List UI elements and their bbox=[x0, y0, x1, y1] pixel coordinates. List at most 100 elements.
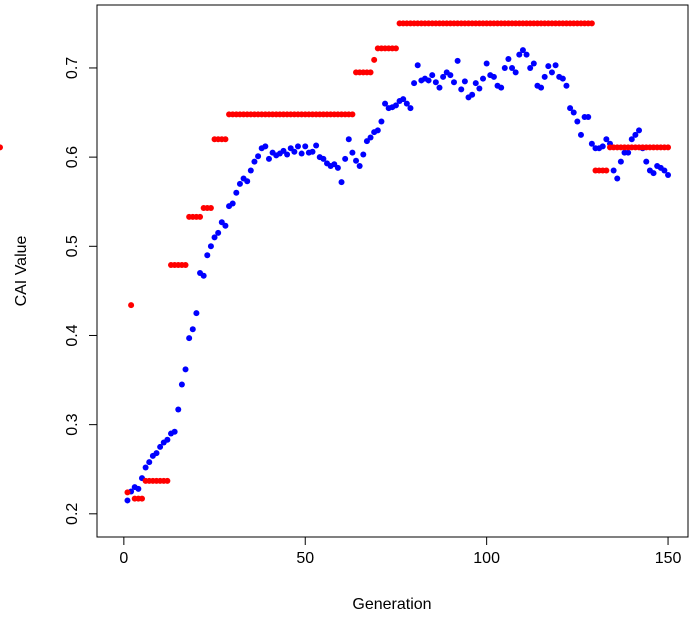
point bbox=[530, 60, 537, 67]
point bbox=[262, 143, 269, 150]
y-tick-label: 0.6 bbox=[64, 146, 81, 168]
point bbox=[182, 366, 189, 373]
point bbox=[374, 127, 381, 134]
point bbox=[636, 127, 643, 134]
point bbox=[157, 443, 164, 450]
point bbox=[178, 381, 185, 388]
point bbox=[512, 69, 519, 76]
x-tick-label: 150 bbox=[655, 550, 682, 567]
point bbox=[519, 47, 526, 54]
plot-frame bbox=[96, 4, 689, 538]
point bbox=[574, 118, 581, 125]
point bbox=[207, 243, 214, 250]
point bbox=[617, 158, 624, 165]
point bbox=[665, 171, 672, 178]
point bbox=[367, 69, 374, 76]
point bbox=[367, 134, 374, 141]
point bbox=[255, 153, 262, 160]
point bbox=[411, 80, 418, 87]
point bbox=[392, 102, 399, 109]
point bbox=[211, 234, 218, 241]
point bbox=[320, 155, 327, 162]
point bbox=[480, 75, 487, 82]
point bbox=[0, 144, 3, 151]
point bbox=[610, 167, 617, 174]
point bbox=[650, 170, 657, 177]
point bbox=[454, 57, 461, 64]
point bbox=[338, 179, 345, 186]
point bbox=[298, 150, 305, 157]
point bbox=[124, 497, 131, 504]
point bbox=[142, 464, 149, 471]
point bbox=[414, 62, 421, 69]
point bbox=[284, 151, 291, 158]
point bbox=[429, 72, 436, 79]
point bbox=[440, 73, 447, 80]
point bbox=[128, 302, 135, 309]
point bbox=[309, 148, 316, 155]
point bbox=[509, 64, 516, 71]
point bbox=[186, 335, 193, 342]
point bbox=[204, 252, 211, 259]
point bbox=[207, 204, 214, 211]
point bbox=[599, 143, 606, 150]
point bbox=[403, 100, 410, 107]
point bbox=[552, 62, 559, 69]
point bbox=[458, 86, 465, 93]
point bbox=[193, 310, 200, 317]
point bbox=[360, 151, 367, 158]
point bbox=[342, 155, 349, 162]
y-tick-label: 0.5 bbox=[64, 235, 81, 257]
point bbox=[559, 75, 566, 82]
point bbox=[400, 96, 407, 103]
point bbox=[229, 200, 236, 207]
point bbox=[523, 51, 530, 58]
point bbox=[189, 326, 196, 333]
point bbox=[450, 79, 457, 86]
point bbox=[548, 69, 555, 76]
point bbox=[291, 148, 298, 155]
point bbox=[585, 114, 592, 120]
point bbox=[164, 436, 171, 443]
point bbox=[545, 63, 552, 70]
point bbox=[182, 262, 189, 269]
point bbox=[197, 213, 204, 220]
y-tick-label: 0.3 bbox=[64, 413, 81, 435]
point bbox=[200, 272, 207, 279]
point bbox=[461, 78, 468, 85]
point bbox=[541, 73, 548, 80]
point bbox=[215, 229, 222, 236]
point bbox=[382, 100, 389, 107]
point bbox=[567, 105, 574, 112]
point bbox=[516, 51, 523, 58]
point bbox=[302, 143, 309, 150]
point bbox=[247, 167, 254, 174]
point bbox=[538, 84, 545, 91]
point bbox=[294, 143, 301, 150]
point bbox=[146, 459, 153, 466]
point bbox=[603, 136, 610, 143]
point bbox=[407, 105, 414, 112]
point bbox=[436, 84, 443, 91]
point bbox=[353, 157, 360, 164]
point bbox=[378, 118, 385, 125]
point bbox=[432, 79, 439, 86]
y-axis-title: CAI Value bbox=[13, 235, 30, 306]
point bbox=[501, 64, 508, 71]
point bbox=[665, 144, 672, 151]
y-tick-label: 0.7 bbox=[64, 57, 81, 79]
x-tick-label: 50 bbox=[296, 550, 314, 567]
x-tick-label: 100 bbox=[473, 550, 500, 567]
point bbox=[472, 80, 479, 87]
point bbox=[469, 91, 476, 98]
point bbox=[625, 149, 632, 156]
point bbox=[164, 477, 171, 484]
point bbox=[498, 84, 505, 91]
y-tick-label: 0.4 bbox=[64, 324, 81, 346]
point bbox=[425, 77, 432, 84]
point bbox=[614, 175, 621, 182]
point bbox=[345, 136, 352, 143]
point bbox=[628, 136, 635, 143]
point bbox=[171, 428, 178, 435]
